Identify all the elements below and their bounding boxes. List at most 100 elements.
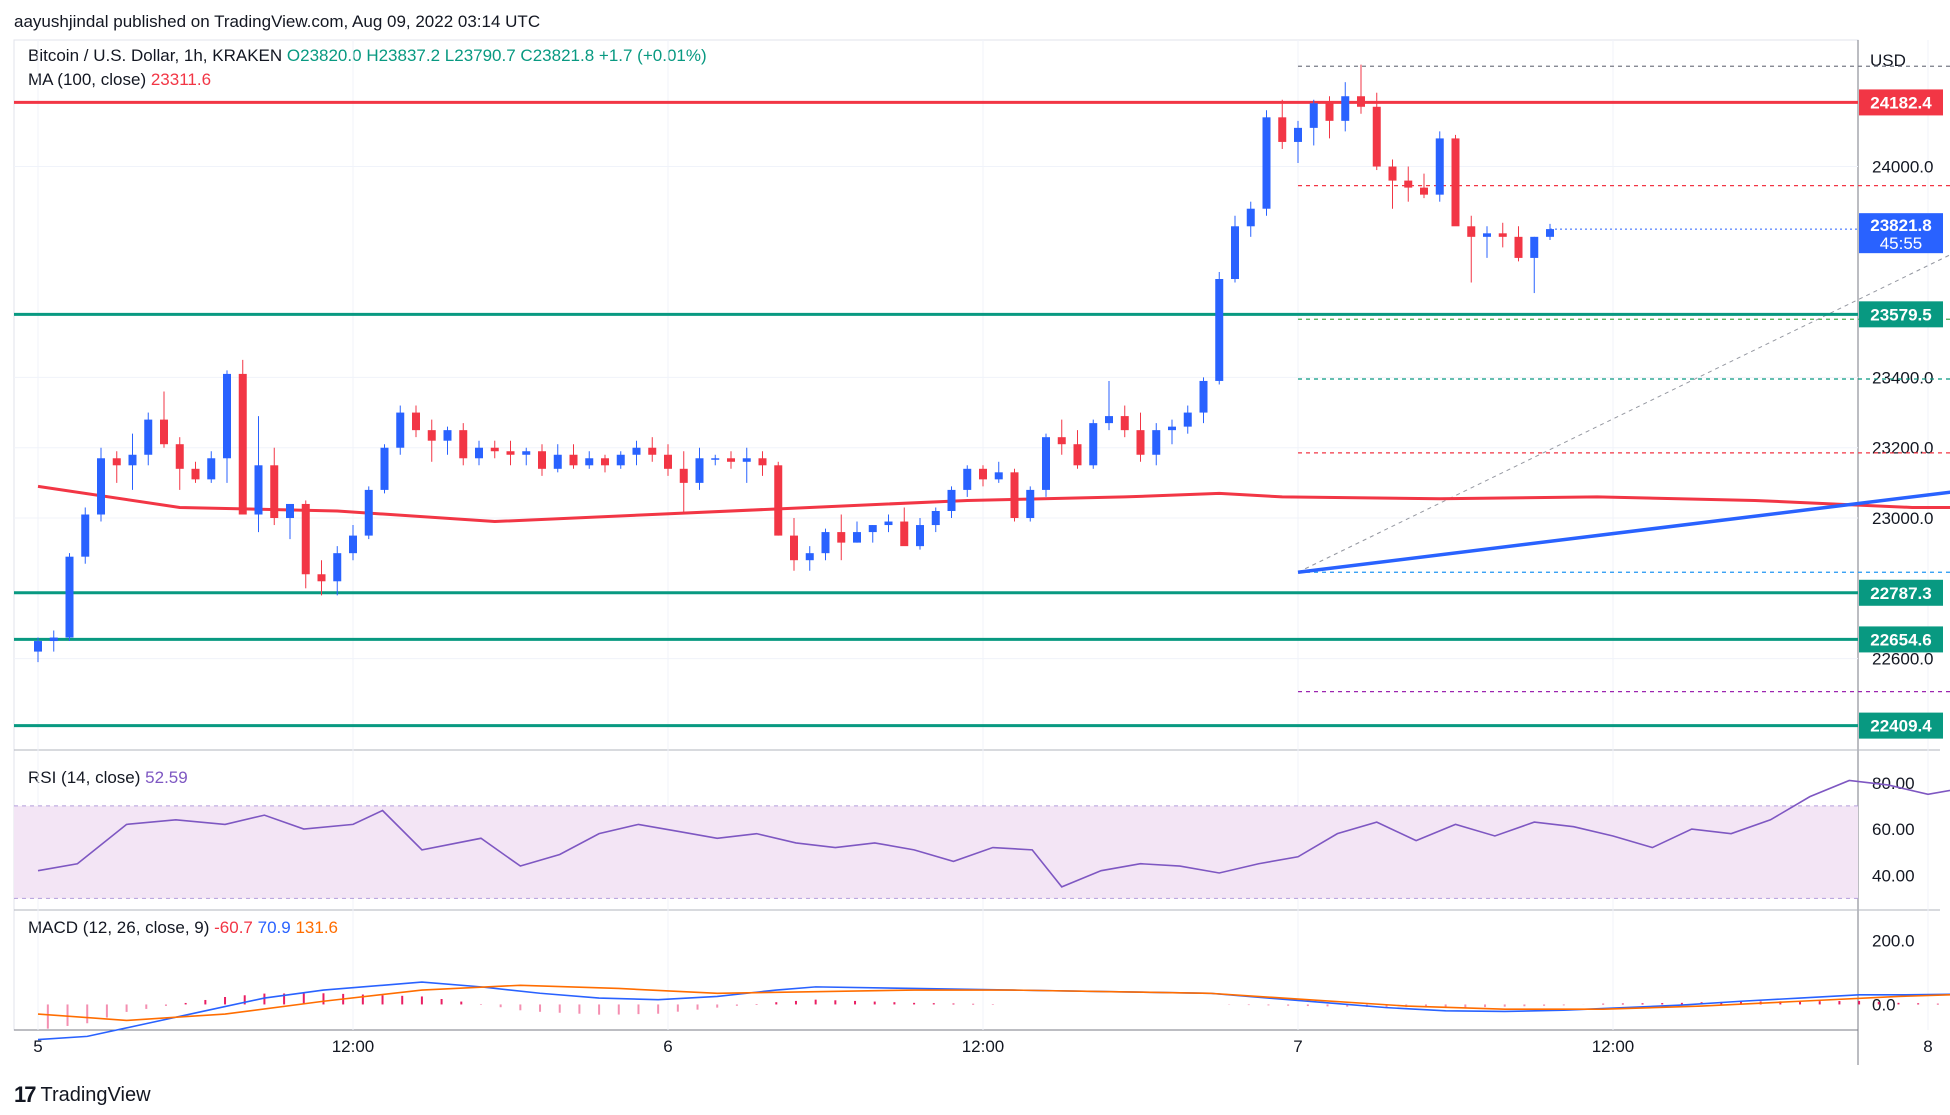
ma-label[interactable]: MA (100, close)	[28, 70, 147, 89]
candle-body	[1262, 117, 1271, 209]
candle-body	[1246, 208, 1255, 227]
tv-logo-icon: 17	[14, 1082, 37, 1107]
price-level-tag	[1859, 89, 1943, 116]
candle-body	[979, 468, 987, 480]
x-tick-label: 8	[1923, 1037, 1932, 1056]
tradingview-logo[interactable]: 17 TradingView	[14, 1082, 151, 1108]
candle-body	[1278, 117, 1287, 142]
candle-body	[1451, 138, 1460, 227]
x-tick-label: 12:00	[962, 1037, 1005, 1056]
candle-body	[490, 447, 499, 452]
candle-body	[364, 489, 373, 536]
candle-body	[317, 574, 326, 582]
candle-body	[207, 458, 216, 480]
candle-body	[349, 535, 357, 554]
candle-body	[1073, 444, 1082, 466]
candle-body	[664, 454, 672, 469]
bar-countdown: 45:55	[1880, 234, 1923, 253]
candle-body	[601, 458, 609, 466]
candle-body	[301, 503, 310, 575]
candle-body	[1105, 416, 1113, 424]
current-price-label: 23821.8	[1870, 216, 1931, 235]
candle-body	[1357, 96, 1365, 107]
candle-body	[1498, 233, 1507, 237]
open-value: O23820.0	[286, 46, 362, 65]
candle-body	[632, 447, 641, 455]
candle-body	[1341, 96, 1350, 121]
candle-body	[175, 444, 184, 469]
candle-body	[1120, 416, 1129, 431]
candle-body	[1546, 229, 1554, 237]
candle-body	[112, 458, 121, 466]
candle-body	[1530, 236, 1539, 258]
candle-body	[900, 521, 909, 547]
candle-body	[1168, 426, 1176, 431]
macd-hist-value: -60.7	[214, 918, 253, 937]
candle-body	[1026, 489, 1035, 519]
candle-body	[286, 503, 294, 519]
macd-legend: MACD (12, 26, close, 9) -60.7 70.9 131.6	[28, 918, 338, 938]
candle-body	[553, 454, 562, 469]
candle-body	[648, 447, 657, 455]
candle-body	[868, 525, 877, 533]
candle-body	[238, 373, 247, 515]
candle-body	[963, 468, 972, 490]
published-by: aayushjindal published on TradingView.co…	[14, 12, 541, 31]
candle-body	[947, 489, 956, 511]
macd-signal-value: 131.6	[295, 918, 338, 937]
candle-body	[1435, 138, 1444, 195]
candle-body	[1325, 103, 1334, 121]
candle-body	[616, 454, 625, 466]
candle-body	[380, 447, 389, 490]
candle-body	[144, 419, 153, 455]
macd-signal-line	[37, 984, 1950, 1022]
candle-body	[1420, 187, 1428, 195]
y-tick-label: 23000.0	[1872, 509, 1933, 528]
candle-body	[569, 454, 578, 466]
candle-body	[679, 468, 688, 483]
symbol-legend: Bitcoin / U.S. Dollar, 1h, KRAKEN O23820…	[28, 46, 707, 66]
symbol-name[interactable]: Bitcoin / U.S. Dollar, 1h, KRAKEN	[28, 46, 283, 65]
candle-body	[128, 454, 137, 466]
trendline	[1297, 490, 1950, 574]
macd-tick-label: 200.0	[1872, 932, 1915, 951]
x-tick-label: 5	[33, 1037, 42, 1056]
x-tick-label: 7	[1293, 1037, 1302, 1056]
candle-body	[774, 465, 783, 536]
candle-body	[727, 458, 735, 462]
candle-body	[443, 430, 452, 441]
candle-body	[270, 465, 279, 519]
candle-body	[1199, 380, 1208, 413]
candle-body	[49, 637, 58, 642]
macd-label[interactable]: MACD (12, 26, close, 9)	[28, 918, 210, 937]
candle-body	[1136, 430, 1145, 455]
candle-body	[994, 472, 1003, 480]
close-value: C23821.8	[520, 46, 595, 65]
candle-body	[1010, 472, 1019, 519]
candle-body	[475, 447, 483, 459]
candle-body	[853, 532, 861, 543]
candle-body	[81, 514, 90, 557]
y-tick-label: 22600.0	[1872, 650, 1933, 669]
candle-body	[333, 553, 342, 582]
candle-body	[1231, 226, 1239, 280]
price-level-tag	[1859, 712, 1943, 739]
candle-body	[34, 641, 42, 652]
candle-body	[916, 525, 924, 547]
candle-body	[585, 458, 594, 466]
high-value: H23837.2	[366, 46, 441, 65]
candle-body	[884, 521, 893, 526]
candle-body	[1089, 423, 1098, 466]
candle-body	[506, 451, 515, 455]
candle-body	[97, 458, 105, 515]
candle-body	[459, 430, 468, 459]
rsi-band	[14, 805, 1858, 899]
rsi-legend: RSI (14, close) 52.59	[28, 768, 188, 788]
rsi-label[interactable]: RSI (14, close)	[28, 768, 141, 787]
rsi-value: 52.59	[145, 768, 188, 787]
price-level-label: 22654.6	[1870, 630, 1931, 649]
y-tick-label: 24000.0	[1872, 158, 1933, 177]
candle-body	[742, 458, 751, 462]
candle-body	[1483, 233, 1491, 237]
